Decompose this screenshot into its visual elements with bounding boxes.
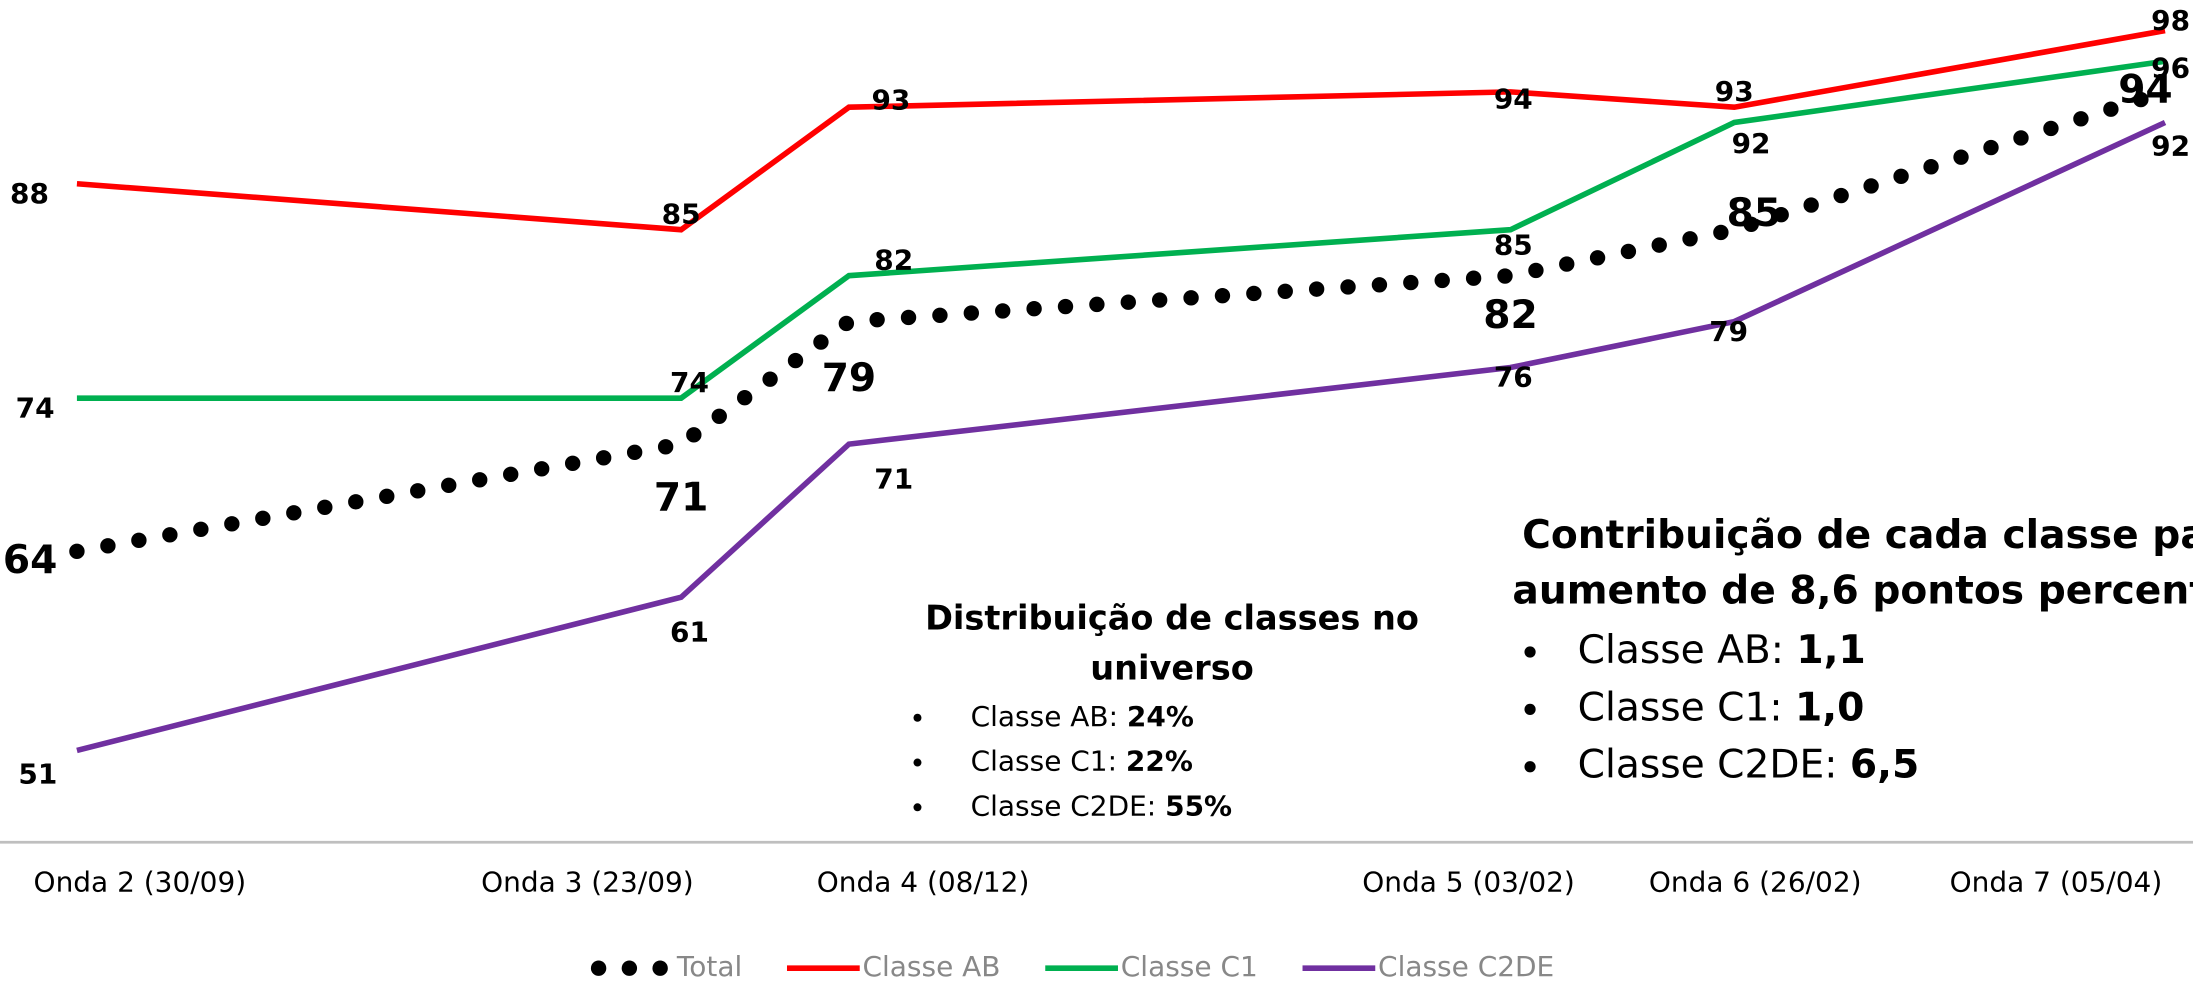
annotation-item: Classe C2DE: 55% [971,789,1232,822]
x-tick-label: Onda 4 (08/12) [817,865,1030,898]
line-3 [76,119,2167,754]
legend-swatch [652,960,668,976]
annotation-item: Classe C2DE: 6,5 [1578,742,1920,787]
data-label: 94 [2118,67,2172,112]
annotation-item: Classe AB: 24% [971,700,1194,733]
bullet [1524,761,1536,773]
data-label: 51 [18,758,57,791]
annotation-item: Classe C1: 1,0 [1578,685,1865,730]
data-label: 92 [2151,130,2190,163]
data-label: 64 [3,538,57,583]
legend-label: Classe C2DE [1378,950,1554,983]
item-value: 55% [1165,789,1232,822]
x-tick-label: Onda 6 (26/02) [1649,865,1862,898]
item-label: Classe C1: [1578,685,1795,730]
data-label: 96 [2151,52,2190,85]
data-label: 76 [1494,361,1533,394]
legend-label: Total [676,950,742,983]
bullet [913,713,922,722]
annotation-title: universo [1090,649,1253,688]
item-value: 1,1 [1796,627,1865,672]
line-2 [76,58,2166,401]
data-label: 71 [874,462,913,495]
line-1 [76,27,2166,233]
legend-swatch [590,960,607,976]
x-tick-label: Onda 2 (30/09) [34,865,247,898]
data-label: 61 [670,616,709,649]
data-label: 71 [654,476,708,521]
annotation-title: Distribuição de classes no [925,598,1419,637]
annotation-title: Contribuição de cada classe par [1522,513,2193,558]
data-label: 82 [1483,293,1537,338]
x-tick-label: Onda 3 (23/09) [481,865,694,898]
item-label: Classe AB: [1578,627,1797,672]
data-label: 74 [16,391,55,424]
item-label: Classe C1: [971,745,1126,778]
data-label: 98 [2151,4,2190,37]
legend-swatch [621,960,638,976]
data-label: 79 [1709,315,1748,348]
annotation-item: Classe C1: 22% [971,745,1193,778]
bullet [913,758,922,767]
x-tick-label: Onda 5 (03/02) [1362,865,1575,898]
annotation-item: Classe AB: 1,1 [1578,627,1866,672]
x-tick-label: Onda 7 (05/04) [1950,865,2163,898]
data-label: 88 [10,177,49,210]
bullet [1524,703,1536,715]
data-label: 82 [874,244,913,277]
data-label: 85 [1727,191,1781,236]
item-value: 1,0 [1795,685,1864,730]
item-label: Classe C2DE: [971,789,1165,822]
data-label: 85 [662,198,701,231]
annotation-title: aumento de 8,6 pontos percentu [1512,569,2193,614]
legend-label: Classe AB [863,950,1001,983]
item-value: 6,5 [1850,742,1919,787]
data-label: 94 [1494,82,1533,115]
legend-label: Classe C1 [1121,950,1258,983]
data-label: 85 [1494,229,1533,262]
item-label: Classe C2DE: [1578,742,1850,787]
bullet [1524,646,1536,658]
item-value: 24% [1127,700,1194,733]
item-label: Classe AB: [971,700,1127,733]
data-label: 93 [1715,75,1754,108]
line-0 [69,84,2173,560]
data-label: 74 [670,366,709,399]
bullet [913,803,922,812]
data-label: 79 [822,356,876,401]
data-label: 92 [1732,127,1771,160]
data-label: 93 [871,84,910,117]
item-value: 22% [1126,745,1193,778]
